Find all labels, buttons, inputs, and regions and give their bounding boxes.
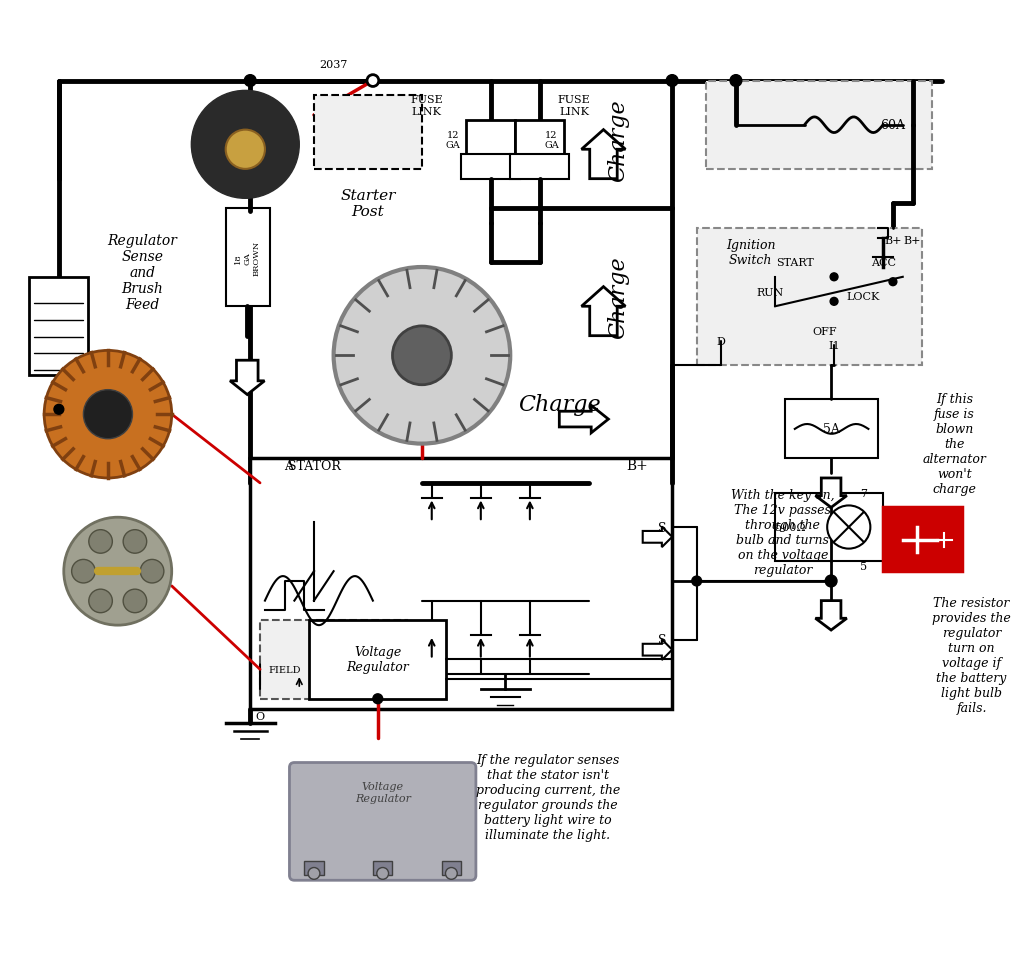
Text: Voltage
Regulator: Voltage Regulator bbox=[354, 781, 411, 803]
Text: 18
GA
BROWN: 18 GA BROWN bbox=[234, 240, 260, 275]
Text: Charge: Charge bbox=[518, 394, 601, 416]
Bar bbox=[883, 508, 962, 572]
Text: 12
GA: 12 GA bbox=[446, 131, 461, 150]
Circle shape bbox=[445, 867, 458, 880]
Bar bbox=[309, 620, 446, 699]
Text: S: S bbox=[658, 521, 667, 534]
Text: 2037: 2037 bbox=[319, 60, 348, 70]
Text: B+: B+ bbox=[904, 235, 922, 245]
Circle shape bbox=[367, 75, 379, 88]
Bar bbox=[461, 155, 520, 179]
Text: FIELD: FIELD bbox=[268, 665, 301, 674]
Bar bbox=[785, 400, 879, 458]
Circle shape bbox=[245, 75, 256, 88]
Circle shape bbox=[830, 274, 838, 281]
Bar bbox=[373, 861, 392, 876]
FancyArrow shape bbox=[559, 406, 608, 434]
Circle shape bbox=[89, 530, 113, 554]
Bar bbox=[30, 277, 88, 375]
FancyBboxPatch shape bbox=[290, 762, 476, 881]
Text: 7: 7 bbox=[860, 488, 867, 498]
Text: B+: B+ bbox=[626, 458, 647, 473]
Text: 12
GA: 12 GA bbox=[544, 131, 559, 150]
Circle shape bbox=[392, 327, 452, 385]
Text: A: A bbox=[285, 459, 294, 472]
Circle shape bbox=[827, 506, 870, 549]
Bar bbox=[696, 229, 923, 366]
Text: STATOR: STATOR bbox=[288, 459, 340, 472]
Circle shape bbox=[191, 91, 299, 199]
Text: Starter
Post: Starter Post bbox=[340, 189, 395, 219]
Text: If this
fuse is
blown
the
alternator
won't
charge: If this fuse is blown the alternator won… bbox=[923, 393, 986, 496]
Bar bbox=[250, 458, 672, 709]
Text: The resistor
provides the
regulator
turn on
voltage if
the battery
light bulb
fa: The resistor provides the regulator turn… bbox=[932, 596, 1011, 714]
Circle shape bbox=[889, 278, 897, 286]
Text: 5A: 5A bbox=[822, 423, 840, 436]
Circle shape bbox=[140, 559, 164, 583]
Text: RUN: RUN bbox=[757, 287, 784, 297]
FancyArrow shape bbox=[815, 601, 847, 630]
Circle shape bbox=[373, 694, 383, 704]
Bar bbox=[260, 620, 408, 699]
Text: Charge: Charge bbox=[607, 99, 629, 182]
Bar bbox=[515, 121, 564, 160]
Text: Voltage
Regulator: Voltage Regulator bbox=[346, 646, 410, 674]
Text: Ignition
Switch: Ignition Switch bbox=[726, 239, 775, 267]
Bar bbox=[225, 209, 270, 307]
Circle shape bbox=[334, 268, 510, 444]
Circle shape bbox=[89, 590, 113, 613]
Circle shape bbox=[83, 390, 132, 439]
Circle shape bbox=[667, 75, 678, 88]
Bar bbox=[466, 121, 515, 160]
Text: O: O bbox=[255, 711, 264, 720]
Circle shape bbox=[830, 298, 838, 306]
FancyArrow shape bbox=[815, 478, 847, 508]
Bar bbox=[314, 96, 422, 170]
Text: B+: B+ bbox=[884, 235, 902, 245]
Text: ACC: ACC bbox=[870, 258, 896, 268]
Bar bbox=[441, 861, 461, 876]
Circle shape bbox=[730, 75, 741, 88]
Circle shape bbox=[123, 590, 146, 613]
Text: START: START bbox=[776, 258, 814, 268]
Circle shape bbox=[825, 576, 837, 587]
Circle shape bbox=[63, 517, 172, 625]
Circle shape bbox=[54, 405, 63, 415]
Circle shape bbox=[123, 530, 146, 554]
FancyArrow shape bbox=[582, 131, 626, 179]
Circle shape bbox=[308, 867, 319, 880]
Bar bbox=[707, 81, 932, 170]
Text: I1: I1 bbox=[828, 341, 840, 351]
FancyArrow shape bbox=[643, 639, 672, 660]
Circle shape bbox=[377, 867, 388, 880]
Text: Regulator
Sense
and
Brush
Feed: Regulator Sense and Brush Feed bbox=[108, 233, 177, 312]
Text: S: S bbox=[658, 634, 667, 647]
Bar bbox=[510, 155, 569, 179]
Circle shape bbox=[44, 351, 172, 478]
Text: 500Ω: 500Ω bbox=[774, 522, 805, 533]
Text: FUSE
LINK: FUSE LINK bbox=[558, 95, 591, 117]
Text: LOCK: LOCK bbox=[847, 293, 881, 302]
Text: Charge: Charge bbox=[607, 255, 629, 338]
Circle shape bbox=[72, 559, 95, 583]
Text: If the regulator senses
that the stator isn't
producing current, the
regulator g: If the regulator senses that the stator … bbox=[476, 753, 621, 841]
Text: 5: 5 bbox=[860, 561, 867, 572]
Text: FUSE
LINK: FUSE LINK bbox=[411, 95, 443, 117]
FancyArrow shape bbox=[230, 361, 264, 395]
Circle shape bbox=[225, 131, 265, 170]
Text: OFF: OFF bbox=[812, 327, 837, 336]
Bar bbox=[304, 861, 324, 876]
FancyArrow shape bbox=[643, 527, 672, 548]
Text: D: D bbox=[717, 336, 726, 346]
Circle shape bbox=[692, 577, 701, 586]
FancyArrow shape bbox=[582, 287, 626, 336]
Bar bbox=[775, 493, 883, 561]
Text: 60A: 60A bbox=[881, 119, 905, 132]
Text: With the key on,
The 12v passes
through the
bulb and turns
on the voltage
regula: With the key on, The 12v passes through … bbox=[731, 488, 835, 577]
